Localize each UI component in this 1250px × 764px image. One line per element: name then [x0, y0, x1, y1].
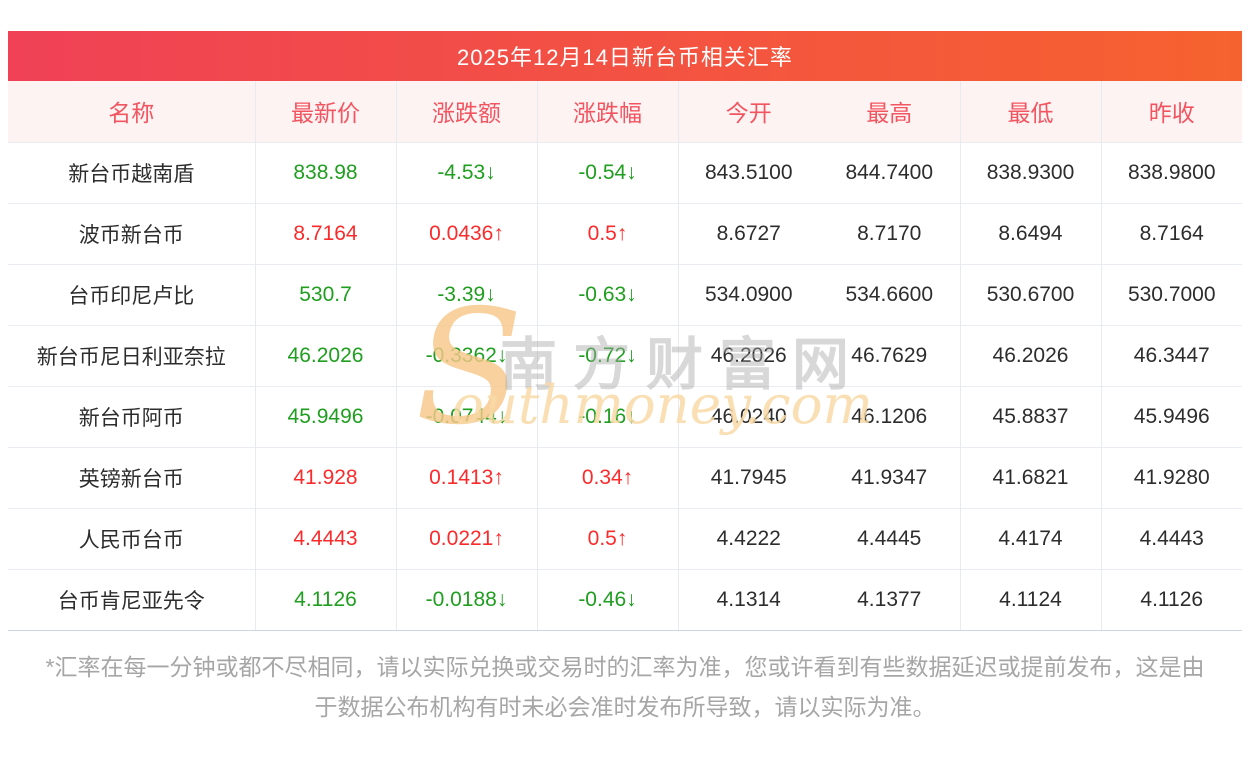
- cell-high: 534.6600: [819, 263, 961, 325]
- table-row: 新台币越南盾 838.98 -4.53↓ -0.54↓ 843.5100 844.7400…: [8, 141, 1242, 203]
- cell-high: 46.7629: [819, 324, 961, 386]
- cell-name: 台币肯尼亚先令: [8, 568, 256, 631]
- table-title-banner: 2025年12月14日新台币相关汇率: [8, 31, 1242, 81]
- cell-prev-close: 45.9496: [1101, 385, 1242, 447]
- cell-change-pct: -0.46↓: [537, 568, 679, 631]
- cell-latest: 4.1126: [255, 568, 397, 631]
- cell-open: 843.5100: [678, 141, 819, 203]
- cell-latest: 45.9496: [255, 385, 397, 447]
- cell-change: 0.0221↑: [396, 507, 538, 569]
- disclaimer-text: *汇率在每一分钟或都不尽相同，请以实际兑换或交易时的汇率为准，您或许看到有些数据…: [45, 653, 1205, 720]
- cell-latest: 838.98: [255, 141, 397, 203]
- cell-prev-close: 838.9800: [1101, 141, 1242, 203]
- cell-change-pct: 0.5↑: [537, 507, 679, 569]
- table-row: 英镑新台币 41.928 0.1413↑ 0.34↑ 41.7945 41.9347 41.…: [8, 446, 1242, 508]
- cell-change: -4.53↓: [396, 141, 538, 203]
- cell-change: -3.39↓: [396, 263, 538, 325]
- cell-change-pct: 0.34↑: [537, 446, 679, 508]
- cell-open: 534.0900: [678, 263, 819, 325]
- cell-prev-close: 4.1126: [1101, 568, 1242, 631]
- cell-low: 530.6700: [960, 263, 1102, 325]
- table-row: 波币新台币 8.7164 0.0436↑ 0.5↑ 8.6727 8.7170 8.6494…: [8, 202, 1242, 264]
- cell-name: 新台币尼日利亚奈拉: [8, 324, 256, 386]
- cell-low: 45.8837: [960, 385, 1102, 447]
- table-title: 2025年12月14日新台币相关汇率: [457, 45, 793, 70]
- column-header-prev-close: 昨收: [1101, 81, 1242, 142]
- cell-change: 0.1413↑: [396, 446, 538, 508]
- cell-open: 8.6727: [678, 202, 819, 264]
- table-header-row: 名称 最新价 涨跌额 涨跌幅 今开 最高 最低 昨收: [8, 81, 1242, 142]
- cell-change: -0.0188↓: [396, 568, 538, 631]
- cell-name: 英镑新台币: [8, 446, 256, 508]
- table-row: 新台币尼日利亚奈拉 46.2026 -0.3362↓ -0.72↓ 46.2026 46.…: [8, 324, 1242, 386]
- cell-change: -0.0744↓: [396, 385, 538, 447]
- cell-change-pct: 0.5↑: [537, 202, 679, 264]
- cell-high: 4.1377: [819, 568, 961, 631]
- cell-latest: 41.928: [255, 446, 397, 508]
- cell-high: 46.1206: [819, 385, 961, 447]
- cell-latest: 46.2026: [255, 324, 397, 386]
- cell-latest: 4.4443: [255, 507, 397, 569]
- table-row: 新台币阿币 45.9496 -0.0744↓ -0.16↓ 46.0240 46.1206…: [8, 385, 1242, 447]
- cell-prev-close: 8.7164: [1101, 202, 1242, 264]
- cell-low: 46.2026: [960, 324, 1102, 386]
- column-header-low: 最低: [960, 81, 1102, 142]
- cell-low: 8.6494: [960, 202, 1102, 264]
- cell-change-pct: -0.54↓: [537, 141, 679, 203]
- cell-change-pct: -0.72↓: [537, 324, 679, 386]
- cell-high: 8.7170: [819, 202, 961, 264]
- cell-prev-close: 41.9280: [1101, 446, 1242, 508]
- cell-open: 4.4222: [678, 507, 819, 569]
- cell-name: 新台币阿币: [8, 385, 256, 447]
- cell-prev-close: 4.4443: [1101, 507, 1242, 569]
- cell-open: 41.7945: [678, 446, 819, 508]
- cell-change-pct: -0.16↓: [537, 385, 679, 447]
- cell-name: 人民币台币: [8, 507, 256, 569]
- column-header-change: 涨跌额: [396, 81, 538, 142]
- cell-open: 46.0240: [678, 385, 819, 447]
- cell-name: 新台币越南盾: [8, 141, 256, 203]
- cell-low: 4.4174: [960, 507, 1102, 569]
- cell-change: -0.3362↓: [396, 324, 538, 386]
- cell-change-pct: -0.63↓: [537, 263, 679, 325]
- cell-low: 4.1124: [960, 568, 1102, 631]
- cell-change: 0.0436↑: [396, 202, 538, 264]
- cell-high: 844.7400: [819, 141, 961, 203]
- cell-open: 46.2026: [678, 324, 819, 386]
- cell-name: 台币印尼卢比: [8, 263, 256, 325]
- cell-prev-close: 46.3447: [1101, 324, 1242, 386]
- cell-high: 41.9347: [819, 446, 961, 508]
- table-row: 台币印尼卢比 530.7 -3.39↓ -0.63↓ 534.0900 534.6600 5…: [8, 263, 1242, 325]
- exchange-rates-table: 名称 最新价 涨跌额 涨跌幅 今开 最高 最低 昨收 新台币越南盾 838.98 -4.53↓ -0…: [8, 81, 1242, 631]
- cell-low: 41.6821: [960, 446, 1102, 508]
- column-header-latest: 最新价: [255, 81, 397, 142]
- cell-open: 4.1314: [678, 568, 819, 631]
- table-row: 台币肯尼亚先令 4.1126 -0.0188↓ -0.46↓ 4.1314 4.1377 4…: [8, 568, 1242, 631]
- cell-high: 4.4445: [819, 507, 961, 569]
- cell-prev-close: 530.7000: [1101, 263, 1242, 325]
- cell-low: 838.9300: [960, 141, 1102, 203]
- column-header-high: 最高: [819, 81, 961, 142]
- cell-name: 波币新台币: [8, 202, 256, 264]
- cell-latest: 8.7164: [255, 202, 397, 264]
- column-header-open: 今开: [678, 81, 819, 142]
- column-header-change-pct: 涨跌幅: [537, 81, 679, 142]
- column-header-name: 名称: [8, 81, 256, 142]
- cell-latest: 530.7: [255, 263, 397, 325]
- table-row: 人民币台币 4.4443 0.0221↑ 0.5↑ 4.4222 4.4445 4.4174…: [8, 507, 1242, 569]
